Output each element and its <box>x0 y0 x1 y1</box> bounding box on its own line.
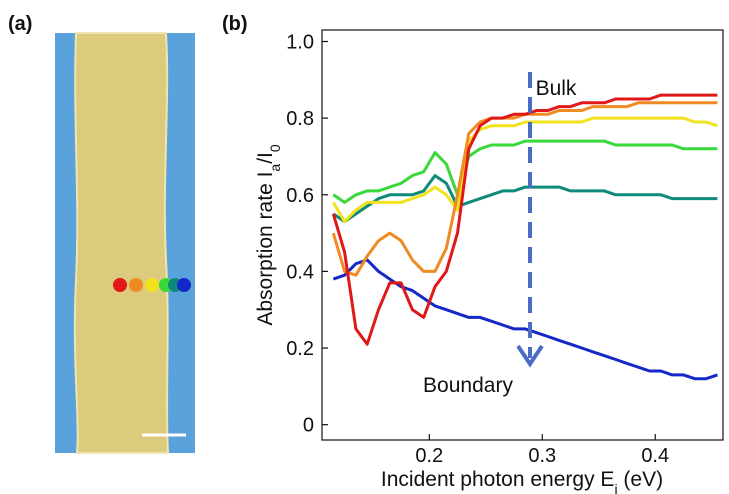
probe-dot <box>129 278 143 292</box>
y-axis-label: Absorption rate Ia/I0 <box>254 144 283 326</box>
axes-frame <box>321 29 724 441</box>
trend-arrow <box>516 72 544 368</box>
micrograph <box>55 32 195 454</box>
y-tick-label: 1.0 <box>286 31 314 53</box>
data-line <box>332 116 718 224</box>
arrow-head <box>516 344 544 368</box>
y-tick-label: 0.4 <box>286 261 314 283</box>
y-tick-label: 0.6 <box>286 185 314 207</box>
flake <box>73 32 170 454</box>
annotation: Bulk <box>536 77 577 100</box>
x-tick-label: 0.4 <box>641 445 669 467</box>
annotation: Boundary <box>423 374 513 397</box>
x-tick-label: 0.3 <box>528 445 556 467</box>
data-line <box>332 258 718 381</box>
panel-label: (a) <box>8 13 32 35</box>
y-tick-label: 0.8 <box>286 108 314 130</box>
data-line <box>332 174 718 224</box>
data-line <box>331 101 718 277</box>
probe-dot <box>113 278 127 292</box>
x-tick-label: 0.2 <box>415 445 443 467</box>
y-tick-label: 0.2 <box>286 338 314 360</box>
y-tick-label: 0 <box>303 415 314 437</box>
probe-dot <box>177 278 191 292</box>
probe-dot <box>145 278 159 292</box>
data-line <box>332 139 718 204</box>
panel-label: (b) <box>222 13 248 35</box>
data-line <box>331 93 718 346</box>
x-axis-label: Incident photon energy Ei (eV) <box>381 468 663 494</box>
plot-area: 0 0.2 0.4 0.6 0.8 1.0 0.2 0.3 0.4 <box>286 29 724 467</box>
